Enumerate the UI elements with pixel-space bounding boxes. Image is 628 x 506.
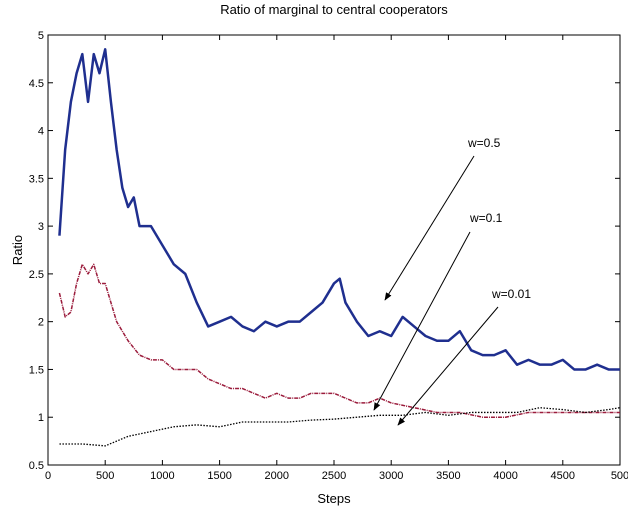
y-tick-label: 3.5 [29, 173, 44, 185]
y-tick-label: 4 [38, 126, 44, 138]
y-tick-label: 2 [38, 317, 44, 329]
x-tick-label: 500 [96, 470, 114, 482]
y-tick-label: 4.5 [29, 78, 44, 90]
annotation-arrow [397, 306, 499, 426]
series-line [59, 407, 621, 447]
x-tick-label: 2000 [265, 470, 289, 482]
x-tick-label: 1500 [207, 470, 231, 482]
annotation-arrow [373, 231, 471, 411]
series-line [58, 263, 620, 418]
x-tick-label: 4000 [493, 470, 517, 482]
annotation: w=0.01 [491, 287, 531, 301]
x-tick-label: 4500 [551, 470, 575, 482]
x-tick-label: 2500 [322, 470, 346, 482]
y-tick-label: 5 [38, 30, 44, 42]
y-tick-label: 3 [38, 221, 44, 233]
x-tick-label: 0 [45, 470, 51, 482]
x-tick-label: 1000 [150, 470, 174, 482]
y-axis-label: Ratio [10, 235, 25, 265]
x-tick-label: 3500 [436, 470, 460, 482]
series-line [58, 48, 620, 371]
x-tick-label: 3000 [379, 470, 403, 482]
y-tick-label: 1.5 [29, 364, 44, 376]
y-tick-label: 1 [38, 412, 44, 424]
y-tick-label: 0.5 [29, 460, 44, 472]
annotation: w=0.5 [467, 136, 501, 150]
chart-title: Ratio of marginal to central cooperators [220, 2, 448, 17]
x-axis-label: Steps [317, 491, 351, 506]
annotation: w=0.1 [469, 211, 503, 225]
annotation-arrow [384, 155, 475, 301]
y-tick-label: 2.5 [29, 269, 44, 281]
plot-frame [47, 34, 621, 466]
x-tick-label: 500 [611, 470, 628, 482]
